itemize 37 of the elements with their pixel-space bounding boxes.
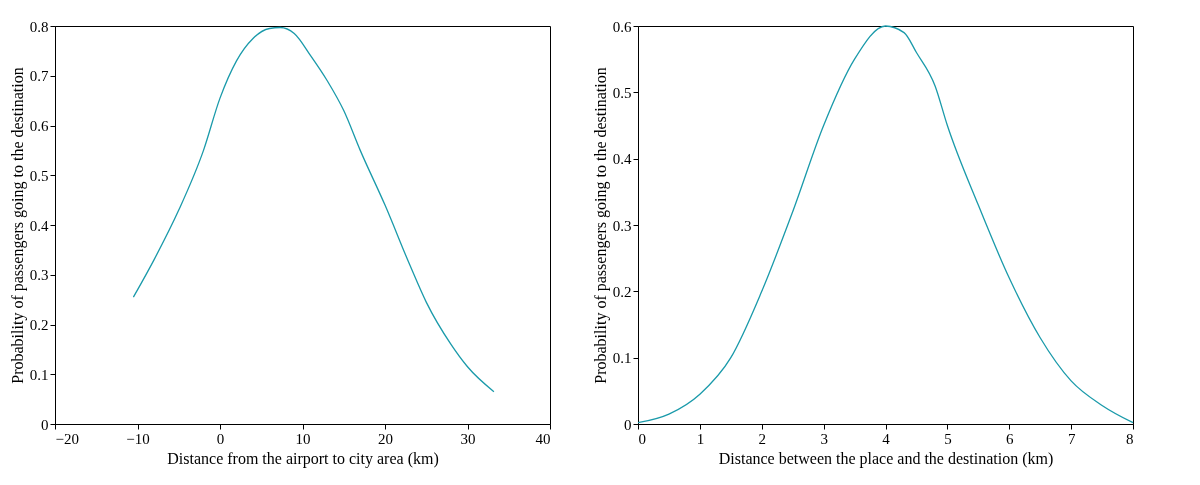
y-tick-label: 0.6 bbox=[29, 118, 49, 134]
y-tick-label: 0 bbox=[41, 416, 49, 433]
x-tick-label: 10 bbox=[295, 430, 311, 447]
y-tick-label: 0.2 bbox=[612, 283, 632, 300]
x-tick-label: 2 bbox=[758, 430, 766, 447]
y-tick-label: 0.3 bbox=[612, 217, 632, 234]
x-tick-label: 4 bbox=[882, 430, 891, 447]
y-tick-label: 0.1 bbox=[29, 366, 49, 383]
line-series bbox=[132, 26, 495, 393]
y-tick-label: 0 bbox=[624, 416, 632, 433]
x-tick-label: 40 bbox=[535, 430, 551, 447]
y-tick-label: 0.8 bbox=[29, 18, 49, 35]
y-tick-label: 0.5 bbox=[612, 84, 632, 101]
x-tick-label: −10 bbox=[126, 430, 150, 447]
y-tick-label: 0.7 bbox=[29, 68, 49, 85]
x-tick-label: 3 bbox=[820, 430, 828, 447]
x-tick-label: −20 bbox=[55, 430, 79, 447]
x-axis-title: Distance from the airport to city area (km) bbox=[167, 449, 439, 468]
y-tick-label: 0.3 bbox=[29, 267, 49, 284]
x-tick-label: 5 bbox=[944, 430, 952, 447]
y-tick-label: 0.4 bbox=[612, 151, 632, 168]
x-tick-label: 0 bbox=[216, 430, 225, 447]
x-tick-label: 30 bbox=[460, 430, 476, 447]
y-tick-label: 0.4 bbox=[29, 217, 49, 234]
x-tick-label: 8 bbox=[1126, 430, 1134, 447]
y-tick-label: 0.2 bbox=[29, 317, 49, 333]
y-tick-label: 0.1 bbox=[612, 350, 632, 367]
y-axis-title: Probability of passengers going to the destination bbox=[8, 67, 27, 384]
x-tick-label: 1 bbox=[696, 430, 705, 447]
y-tick-label: 0.6 bbox=[612, 18, 632, 35]
y-axis-title: Probability of passengers going to the destination bbox=[591, 67, 610, 384]
x-tick-label: 7 bbox=[1067, 430, 1076, 447]
x-tick-label: 0 bbox=[638, 430, 646, 447]
x-tick-label: 6 bbox=[1006, 430, 1014, 447]
x-axis-title: Distance between the place and the destination (km) bbox=[718, 449, 1054, 468]
y-tick-label: 0.5 bbox=[29, 167, 49, 184]
x-tick-label: 20 bbox=[378, 430, 393, 447]
